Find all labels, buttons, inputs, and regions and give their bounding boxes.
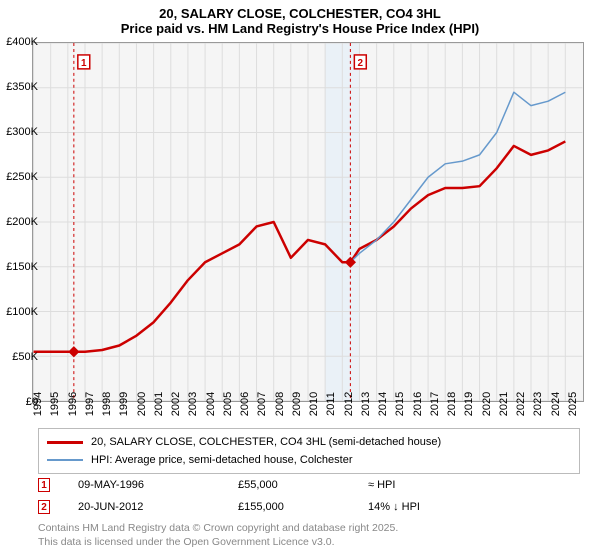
svg-text:2: 2	[358, 58, 364, 69]
y-tick-label: £400K	[0, 36, 38, 48]
x-tick-label: 1999	[118, 392, 130, 416]
x-tick-label: 2010	[308, 392, 320, 416]
x-tick-label: 2017	[429, 392, 441, 416]
x-tick-label: 2021	[498, 392, 510, 416]
x-tick-label: 2018	[446, 392, 458, 416]
plot-area: 12	[32, 42, 584, 402]
y-tick-label: £50K	[0, 351, 38, 363]
sales-row-0: 1 09-MAY-1996 £55,000 ≈ HPI	[38, 474, 488, 496]
x-tick-label: 2016	[412, 392, 424, 416]
x-tick-label: 2008	[274, 392, 286, 416]
title-block: 20, SALARY CLOSE, COLCHESTER, CO4 3HL Pr…	[0, 0, 600, 36]
sales-price-0: £55,000	[238, 479, 368, 491]
title-main: 20, SALARY CLOSE, COLCHESTER, CO4 3HL	[0, 6, 600, 21]
x-tick-label: 1995	[49, 392, 61, 416]
x-tick-label: 2001	[153, 392, 165, 416]
sales-price-1: £155,000	[238, 501, 368, 513]
title-sub: Price paid vs. HM Land Registry's House …	[0, 21, 600, 36]
x-tick-label: 2011	[325, 392, 337, 416]
x-tick-label: 2004	[205, 392, 217, 416]
x-tick-label: 1998	[101, 392, 113, 416]
sales-table: 1 09-MAY-1996 £55,000 ≈ HPI 2 20-JUN-201…	[38, 474, 488, 518]
sales-pct-1: 14% ↓ HPI	[368, 501, 488, 513]
legend-text-0: 20, SALARY CLOSE, COLCHESTER, CO4 3HL (s…	[91, 436, 441, 448]
y-tick-label: £100K	[0, 306, 38, 318]
x-tick-label: 2002	[170, 392, 182, 416]
y-tick-label: £350K	[0, 81, 38, 93]
x-tick-label: 2013	[360, 392, 372, 416]
x-tick-label: 2012	[343, 392, 355, 416]
legend-row-0: 20, SALARY CLOSE, COLCHESTER, CO4 3HL (s…	[47, 433, 571, 451]
x-tick-label: 2009	[291, 392, 303, 416]
x-tick-label: 1996	[67, 392, 79, 416]
x-tick-label: 1997	[84, 392, 96, 416]
sales-pct-0: ≈ HPI	[368, 479, 488, 491]
y-tick-label: £200K	[0, 216, 38, 228]
attribution-line1: Contains HM Land Registry data © Crown c…	[38, 522, 398, 536]
legend-swatch-0	[47, 441, 83, 444]
x-tick-label: 2023	[532, 392, 544, 416]
sale-marker-1: 2	[38, 500, 50, 514]
y-tick-label: £250K	[0, 171, 38, 183]
sale-marker-0: 1	[38, 478, 50, 492]
legend-box: 20, SALARY CLOSE, COLCHESTER, CO4 3HL (s…	[38, 428, 580, 474]
x-tick-label: 2006	[239, 392, 251, 416]
x-tick-label: 2025	[567, 392, 579, 416]
x-tick-label: 2014	[377, 392, 389, 416]
x-tick-label: 1994	[32, 392, 44, 416]
chart-container: 20, SALARY CLOSE, COLCHESTER, CO4 3HL Pr…	[0, 0, 600, 560]
legend-row-1: HPI: Average price, semi-detached house,…	[47, 451, 571, 469]
x-tick-label: 2024	[550, 392, 562, 416]
chart-svg: 12	[33, 43, 583, 401]
attribution-line2: This data is licensed under the Open Gov…	[38, 536, 398, 550]
x-tick-label: 2015	[394, 392, 406, 416]
sales-date-1: 20-JUN-2012	[78, 501, 238, 513]
x-tick-label: 2022	[515, 392, 527, 416]
x-tick-label: 2005	[222, 392, 234, 416]
svg-text:1: 1	[81, 58, 87, 69]
sales-marker-cell-0: 1	[38, 478, 78, 492]
sales-date-0: 09-MAY-1996	[78, 479, 238, 491]
x-tick-label: 2003	[187, 392, 199, 416]
legend-text-1: HPI: Average price, semi-detached house,…	[91, 454, 353, 466]
x-tick-label: 2000	[136, 392, 148, 416]
legend-swatch-1	[47, 459, 83, 461]
sales-row-1: 2 20-JUN-2012 £155,000 14% ↓ HPI	[38, 496, 488, 518]
x-tick-label: 2020	[481, 392, 493, 416]
y-tick-label: £300K	[0, 126, 38, 138]
attribution: Contains HM Land Registry data © Crown c…	[38, 522, 398, 549]
y-tick-label: £150K	[0, 261, 38, 273]
sales-marker-cell-1: 2	[38, 500, 78, 514]
x-tick-label: 2019	[463, 392, 475, 416]
x-tick-label: 2007	[256, 392, 268, 416]
